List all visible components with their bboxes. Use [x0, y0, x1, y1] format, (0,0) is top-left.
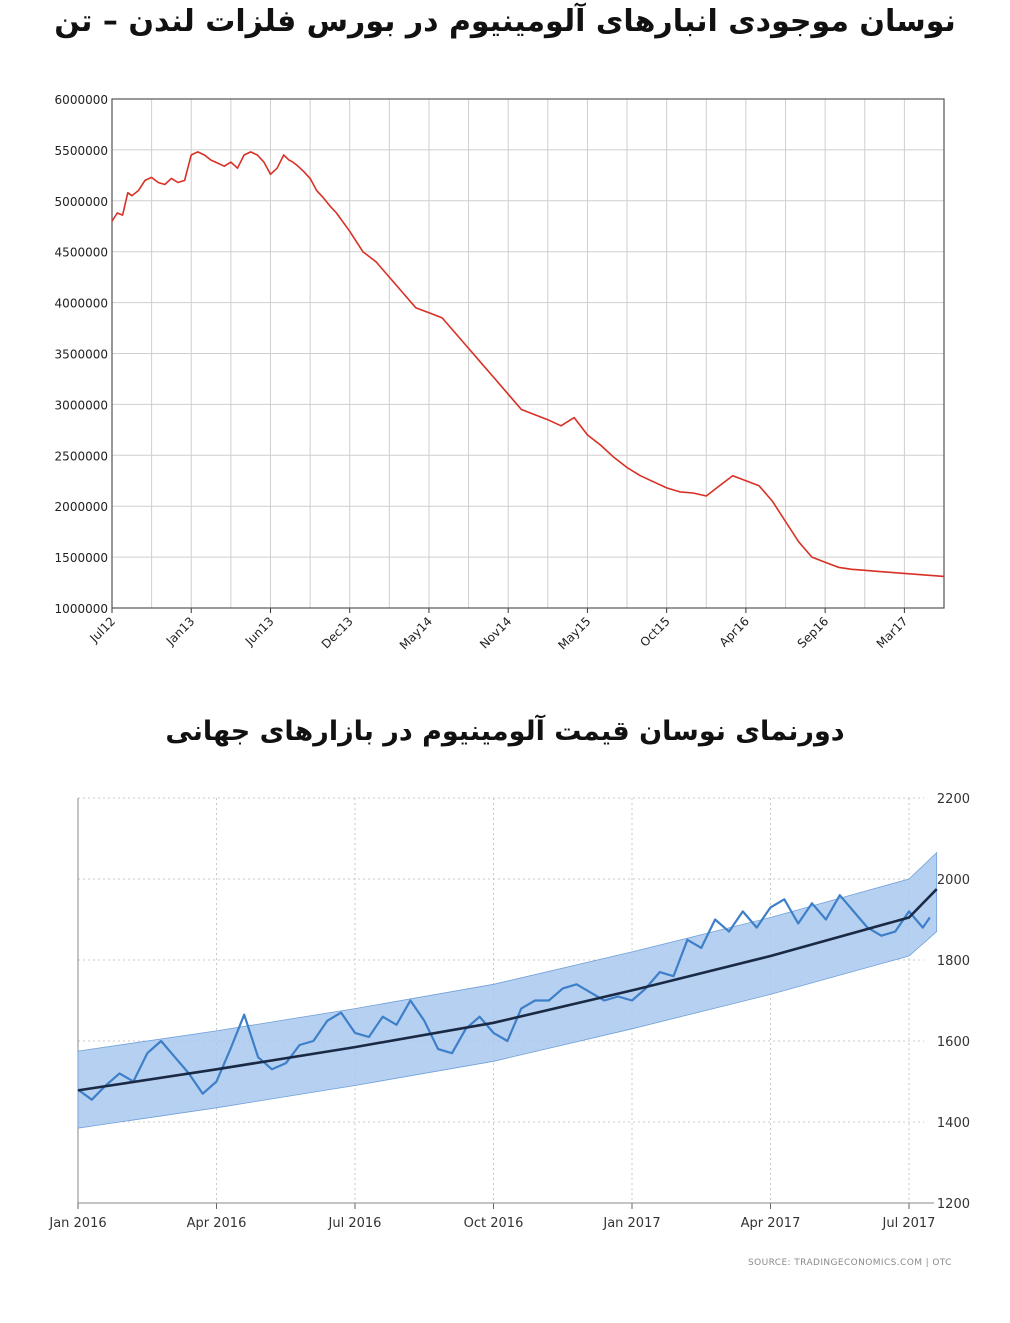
x-tick-label: Apr 2017: [741, 1216, 801, 1231]
y-tick-label: 3000000: [55, 398, 108, 412]
y-tick-label: 2200: [937, 792, 970, 807]
x-tick-label: Apr 2016: [187, 1216, 247, 1231]
price-line: [77, 894, 931, 1101]
y-tick-label: 1800: [937, 954, 970, 969]
y-tick-label: 4500000: [55, 246, 108, 260]
y-tick-label: 5000000: [55, 195, 108, 209]
forecast-band: [77, 851, 938, 1129]
chart1-title: نوسان موجودی انبارهای آلومینیوم در بورس …: [54, 4, 956, 39]
y-tick-label: 2000000: [55, 500, 108, 514]
inventory-line: [111, 151, 945, 578]
y-tick-label: 1000000: [55, 602, 108, 616]
y-tick-label: 1400: [937, 1116, 970, 1131]
y-tick-label: 6000000: [55, 93, 108, 107]
y-tick-label: 2000: [937, 873, 970, 888]
y-tick-label: 5500000: [55, 144, 108, 158]
x-tick-label: Jan 2016: [48, 1216, 106, 1231]
trend-line: [77, 888, 938, 1092]
x-tick-label: Jan 2017: [602, 1216, 660, 1231]
plot-frame: [111, 98, 945, 609]
x-tick-label: Oct 2016: [464, 1216, 524, 1231]
x-tick-label: Jul 2017: [882, 1216, 936, 1231]
y-tick-label: 1600: [937, 1035, 970, 1050]
y-tick-label: 4000000: [55, 297, 108, 311]
source-note: SOURCE: TRADINGECONOMICS.COM | OTC: [748, 1258, 952, 1268]
y-tick-label: 2500000: [55, 449, 108, 463]
x-tick-label: Jul 2016: [328, 1216, 382, 1231]
y-tick-label: 1200: [937, 1197, 970, 1212]
inventory-chart: 1000000 1500000 2000000 2500000 3000000 35000…: [55, 93, 945, 652]
y-tick-label: 1500000: [55, 551, 108, 565]
chart2-title: دورنمای نوسان قیمت آلومینیوم در بازارهای…: [165, 716, 845, 747]
y-tick-label: 3500000: [55, 348, 108, 362]
